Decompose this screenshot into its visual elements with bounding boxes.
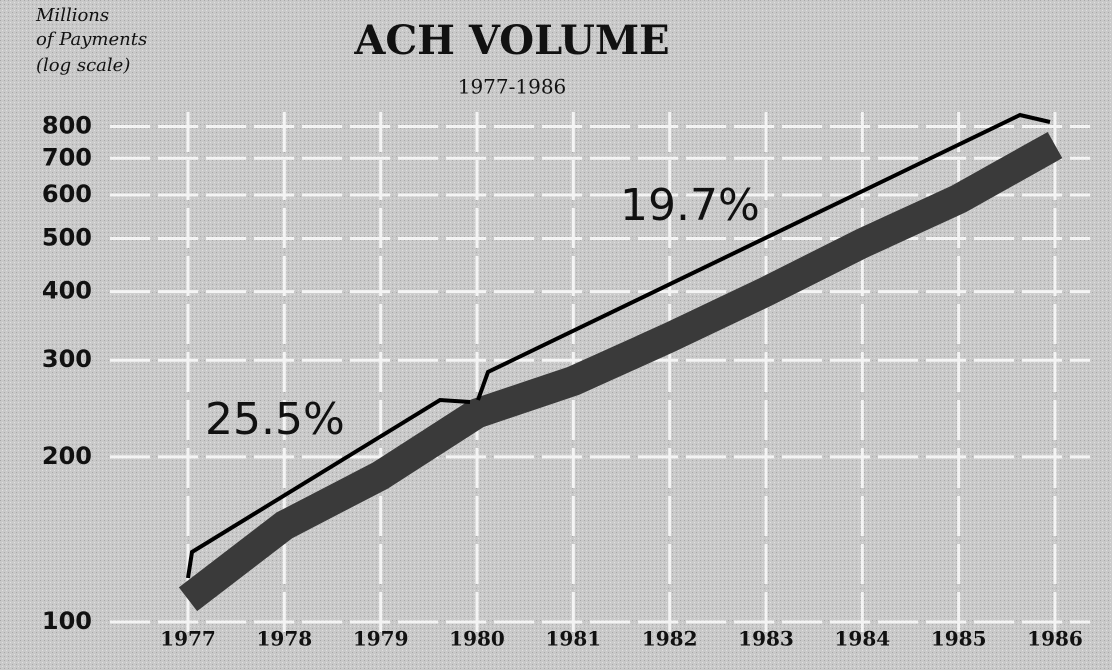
x-tick-label: 1980 [449,627,505,651]
x-tick-label: 1981 [545,627,601,651]
y-tick-label: 500 [42,223,92,251]
y-tick-label: 200 [42,442,92,470]
annotation: 19.7% [620,180,760,231]
x-tick-label: 1977 [160,627,216,651]
y-tick-label: 300 [42,345,92,373]
chart-subtitle: 1977-1986 [458,75,567,99]
y-tick-label: 700 [42,143,92,171]
y-axis-label: (log scale) [36,55,130,76]
marks [178,131,1063,612]
x-tick-label: 1986 [1027,627,1083,651]
y-axis-label: Millions [35,5,109,26]
bracket [186,397,471,579]
x-tick-label: 1984 [834,627,890,651]
y-tick-label: 100 [42,607,92,635]
chart-title: ACH VOLUME [353,17,669,64]
y-tick-label: 800 [42,111,92,139]
x-tick-label: 1979 [353,627,409,651]
line-band [178,131,1063,612]
x-tick-label: 1983 [738,627,794,651]
bracket [476,112,1051,401]
y-axis-label: of Payments [36,29,147,50]
y-tick-label: 600 [42,180,92,208]
annotation: 25.5% [205,394,345,445]
y-tick-label: 400 [42,277,92,305]
x-tick-label: 1978 [256,627,312,651]
x-tick-label: 1982 [642,627,698,651]
x-tick-label: 1985 [931,627,987,651]
